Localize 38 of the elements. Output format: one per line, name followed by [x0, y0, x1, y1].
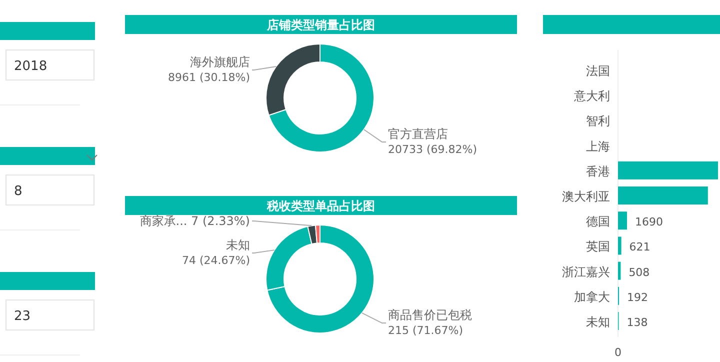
bar — [618, 186, 708, 204]
bar — [618, 212, 627, 230]
data-label: 508 — [628, 266, 650, 279]
data-label: 215 (71.67%) — [388, 324, 464, 337]
data-label: 621 — [629, 240, 650, 254]
slice-label: 海外旗舰店 — [190, 55, 250, 69]
slice-label: 商家承... 7 (2.33%) — [140, 214, 250, 228]
text: 2018 — [14, 59, 48, 74]
text: 0 — [614, 346, 622, 359]
y-tick-label: 意大利 — [573, 89, 610, 104]
y-tick-label: 加拿大 — [574, 290, 610, 304]
data-label: 192 — [627, 290, 648, 304]
chart-title: 店铺类型销量占比图 — [266, 18, 375, 32]
y-tick-label: 未知 — [586, 315, 610, 329]
y-tick-label: 澳大利亚 — [562, 190, 610, 204]
y-tick-label: 上海 — [586, 139, 610, 154]
chart-title: 税收类型单品占比图 — [266, 199, 375, 213]
y-tick-label: 英国 — [586, 240, 610, 254]
donut-slice — [268, 44, 374, 152]
data-label: 74 (24.67%) — [182, 254, 250, 267]
data-label: 20733 (69.82%) — [388, 143, 478, 156]
donut-slice — [266, 224, 374, 334]
bar — [618, 262, 621, 280]
y-tick-label: 香港 — [586, 164, 610, 178]
data-label: 138 — [626, 316, 648, 329]
y-tick-label: 法国 — [586, 64, 610, 78]
bar — [618, 236, 622, 255]
data-label: 1690 — [634, 216, 663, 229]
y-tick-label: 德国 — [586, 214, 610, 229]
data-label: 8961 (30.18%) — [168, 71, 250, 84]
y-tick-label: 浙江嘉兴 — [562, 264, 610, 279]
slice-label: 官方直营店 — [388, 127, 448, 141]
text: 8 — [14, 184, 22, 199]
slice-label: 未知 — [226, 238, 250, 252]
bar — [618, 161, 718, 180]
y-tick-label: 智利 — [586, 114, 610, 128]
text: 23 — [14, 309, 31, 324]
slice-label: 商品售价已包税 — [388, 308, 472, 322]
